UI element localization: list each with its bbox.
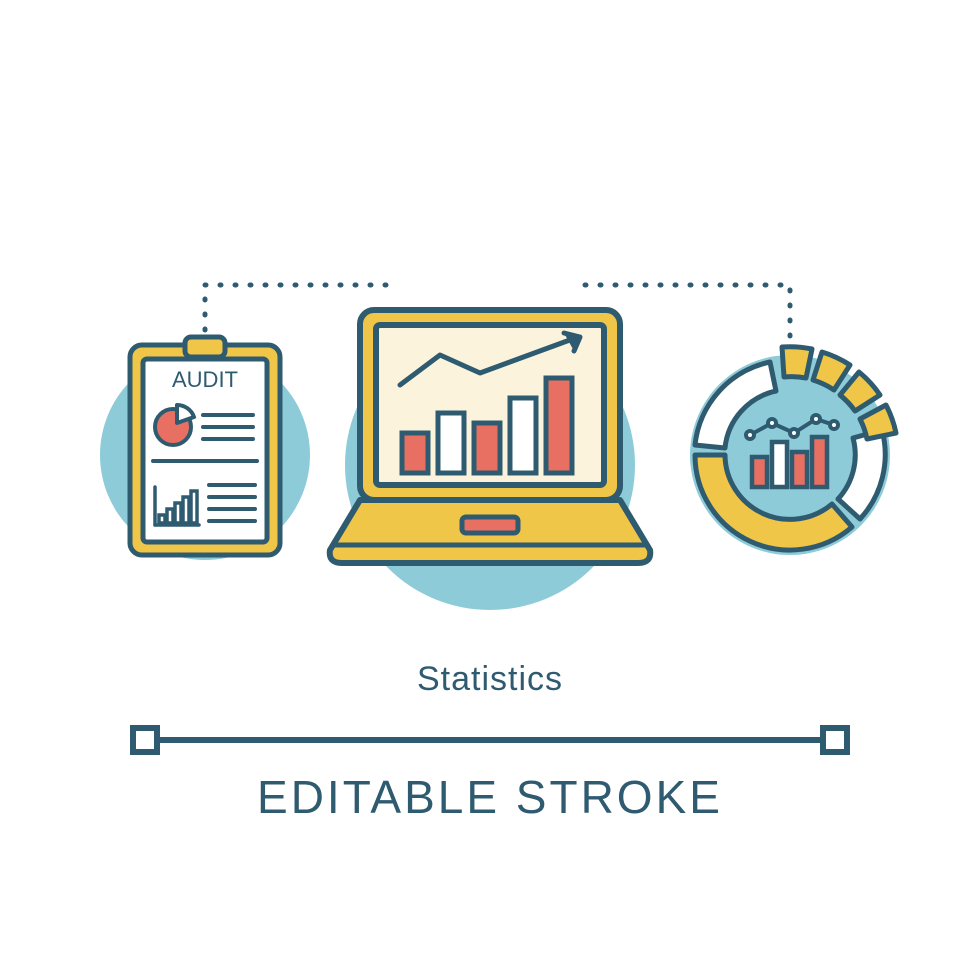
svg-text:AUDIT: AUDIT <box>172 367 238 392</box>
donut-chart-icon <box>690 347 896 555</box>
laptop-chart-icon <box>330 310 651 610</box>
audit-clipboard-icon: AUDIT <box>100 337 310 560</box>
statistics-infographic-icon: AUDIT <box>0 0 980 980</box>
title-label: Statistics <box>0 660 980 699</box>
infographic-canvas: AUDIT <box>0 0 980 980</box>
stroke-handle-icon <box>133 728 847 752</box>
subtitle-label: EDITABLE STROKE <box>0 770 980 824</box>
